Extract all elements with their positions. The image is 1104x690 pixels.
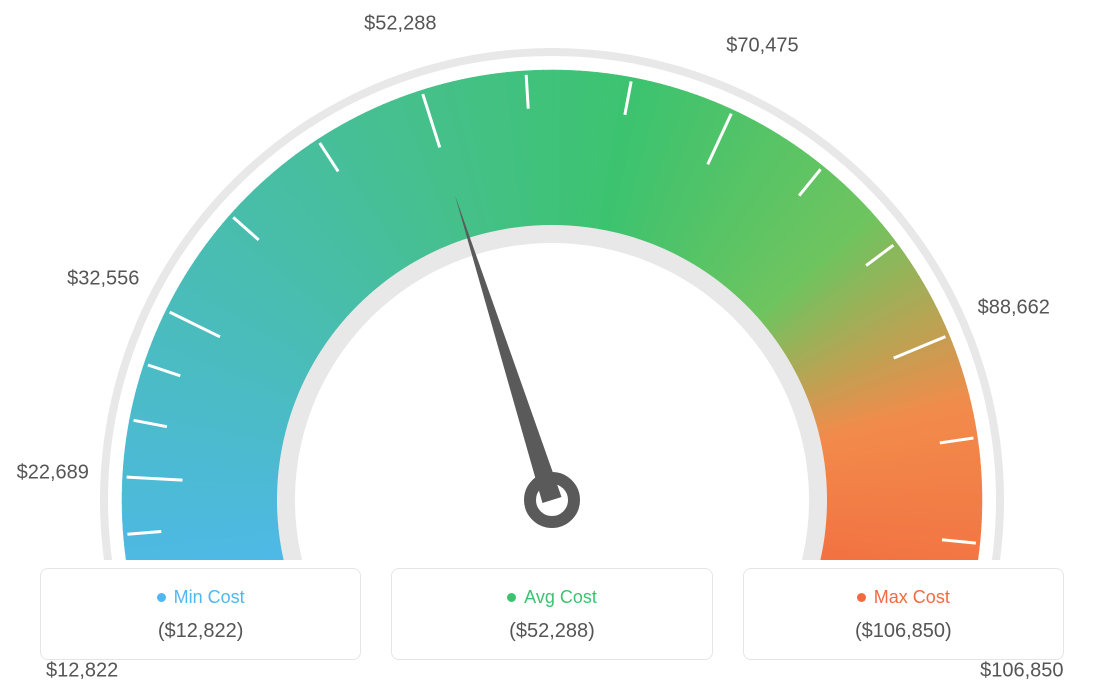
gauge-tick-label: $32,556 — [67, 268, 139, 291]
gauge-tick-label: $88,662 — [978, 297, 1050, 320]
legend-card-max: Max Cost ($106,850) — [743, 568, 1064, 660]
gauge-svg — [0, 0, 1104, 560]
gauge-chart: $12,822$22,689$32,556$52,288$70,475$88,6… — [0, 0, 1104, 560]
gauge-tick-label: $12,822 — [46, 660, 118, 683]
legend-label-min-text: Min Cost — [174, 587, 245, 608]
legend-label-avg-text: Avg Cost — [524, 587, 597, 608]
legend-card-avg: Avg Cost ($52,288) — [391, 568, 712, 660]
dot-icon — [157, 593, 166, 602]
gauge-tick-label: $70,475 — [726, 35, 798, 58]
legend-value-min: ($12,822) — [51, 620, 350, 643]
legend-label-min: Min Cost — [157, 587, 245, 608]
legend-label-avg: Avg Cost — [507, 587, 597, 608]
legend-card-min: Min Cost ($12,822) — [40, 568, 361, 660]
gauge-tick-label: $52,288 — [364, 12, 436, 35]
legend-value-max: ($106,850) — [754, 620, 1053, 643]
dot-icon — [857, 593, 866, 602]
gauge-tick-label: $22,689 — [17, 462, 89, 485]
legend-value-avg: ($52,288) — [402, 620, 701, 643]
gauge-tick-label: $106,850 — [980, 660, 1063, 683]
legend-label-max-text: Max Cost — [874, 587, 950, 608]
legend-row: Min Cost ($12,822) Avg Cost ($52,288) Ma… — [40, 568, 1064, 660]
dot-icon — [507, 593, 516, 602]
legend-label-max: Max Cost — [857, 587, 950, 608]
